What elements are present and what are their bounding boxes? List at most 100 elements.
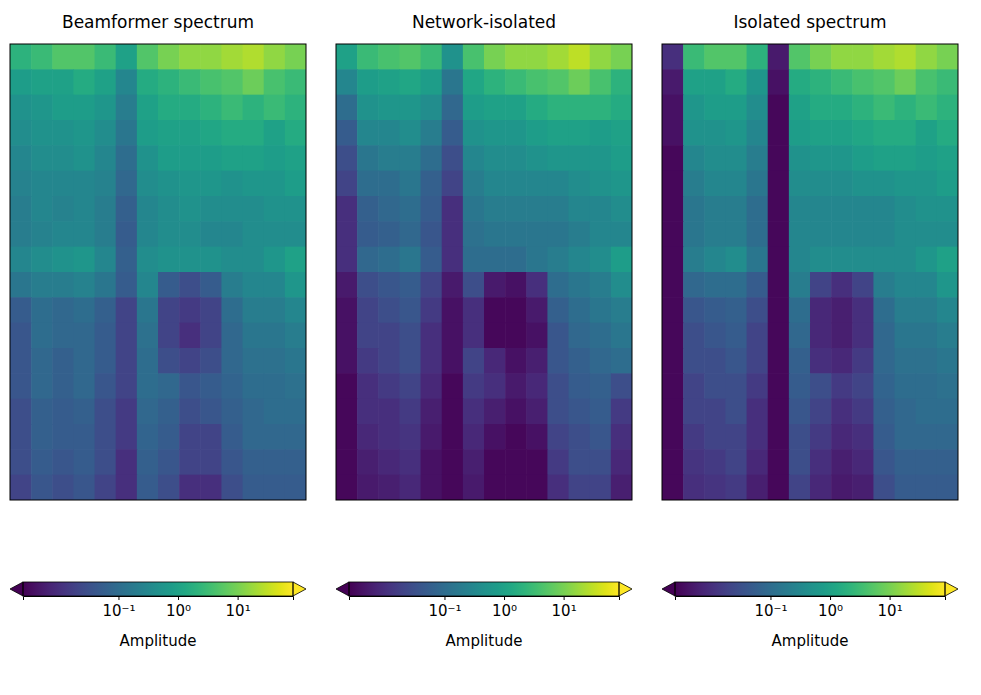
heatmap-cell <box>662 399 684 425</box>
heatmap-cell <box>95 424 117 450</box>
heatmap-cell <box>200 323 222 349</box>
colorbar-axis: 10⁻¹10⁰10¹ <box>350 596 620 620</box>
heatmap-cell <box>357 69 379 95</box>
colorbar-axis: 10⁻¹10⁰10¹ <box>24 596 294 620</box>
heatmap-cell <box>336 272 358 298</box>
panel-title: Beamformer spectrum <box>62 12 254 32</box>
heatmap-cell <box>725 69 747 95</box>
heatmap-cell <box>505 221 527 247</box>
heatmap-cell <box>611 323 632 349</box>
heatmap-cell <box>895 196 917 222</box>
heatmap-cell <box>336 424 358 450</box>
heatmap-cell <box>831 120 853 146</box>
heatmap-cell <box>285 120 306 146</box>
heatmap-cell <box>243 399 265 425</box>
heatmap-cell <box>264 399 286 425</box>
heatmap-cell <box>158 44 180 70</box>
heatmap-cell <box>547 323 569 349</box>
heatmap-cell <box>683 95 705 121</box>
heatmap-cell <box>221 247 243 273</box>
heatmap-cell <box>73 449 95 475</box>
heatmap-cell <box>747 449 769 475</box>
heatmap-cell <box>590 145 612 171</box>
heatmap-cell <box>285 272 306 298</box>
heatmap-cell <box>704 221 726 247</box>
heatmap-cell <box>52 44 74 70</box>
heatmap-cell <box>10 475 32 500</box>
heatmap-cell <box>916 399 938 425</box>
heatmap-cell <box>357 171 379 197</box>
heatmap-cell <box>747 373 769 399</box>
heatmap-cell <box>243 348 265 374</box>
heatmap-cell <box>116 323 138 349</box>
heatmap-cell <box>221 297 243 323</box>
heatmap-cell <box>852 120 874 146</box>
heatmap-cell <box>52 69 74 95</box>
heatmap-cell <box>611 120 632 146</box>
heatmap-cell <box>789 95 811 121</box>
heatmap-cell <box>137 323 159 349</box>
heatmap-cell <box>916 475 938 500</box>
heatmap-cell <box>704 44 726 70</box>
heatmap-cell <box>810 449 832 475</box>
heatmap-cell <box>200 399 222 425</box>
heatmap-cell <box>463 348 485 374</box>
heatmap-cell <box>937 120 958 146</box>
heatmap-cell <box>789 399 811 425</box>
colorbar-tick: 10⁻¹ <box>754 596 787 620</box>
heatmap-cell <box>831 348 853 374</box>
heatmap-cell <box>357 373 379 399</box>
heatmap-cell <box>852 348 874 374</box>
heatmap-cell <box>463 145 485 171</box>
heatmap-cell <box>831 196 853 222</box>
colorbar-tick-mark <box>564 596 565 600</box>
heatmap-cell <box>484 272 506 298</box>
heatmap-cell <box>73 145 95 171</box>
heatmap-cell <box>264 44 286 70</box>
heatmap-cell <box>611 221 632 247</box>
heatmap-cell <box>158 247 180 273</box>
heatmap-cell <box>590 247 612 273</box>
heatmap-cell <box>831 145 853 171</box>
heatmap-cell <box>357 449 379 475</box>
heatmap-cell <box>137 171 159 197</box>
heatmap-cell <box>937 272 958 298</box>
heatmap-cell <box>852 449 874 475</box>
heatmap-cell <box>179 196 201 222</box>
heatmap-cell <box>357 145 379 171</box>
heatmap-cell <box>442 196 464 222</box>
heatmap-cell <box>590 475 612 500</box>
heatmap-cell <box>116 44 138 70</box>
heatmap-cell <box>243 120 265 146</box>
heatmap-cells <box>336 44 632 500</box>
colorbar-extend-low <box>336 582 349 596</box>
heatmap-cell <box>179 247 201 273</box>
heatmap-cell <box>852 95 874 121</box>
heatmap-cell <box>116 297 138 323</box>
heatmap-cell <box>590 449 612 475</box>
heatmap-cell <box>683 272 705 298</box>
heatmap-cell <box>916 424 938 450</box>
colorbar-tick: 10⁰ <box>166 596 191 620</box>
heatmap-cell <box>137 120 159 146</box>
heatmap-cell <box>725 221 747 247</box>
heatmap-cell <box>852 69 874 95</box>
heatmap-cell <box>378 247 400 273</box>
colorbar-tick: 10⁰ <box>818 596 843 620</box>
heatmap-cell <box>243 475 265 500</box>
heatmap-cell <box>399 399 421 425</box>
heatmap-cell <box>95 247 117 273</box>
heatmap-cell <box>442 348 464 374</box>
heatmap-cell <box>725 196 747 222</box>
heatmap-cell <box>747 399 769 425</box>
heatmap-cell <box>895 120 917 146</box>
heatmap-cell <box>547 373 569 399</box>
heatmap-cell <box>916 69 938 95</box>
heatmap-cell <box>378 221 400 247</box>
heatmap-cell <box>789 120 811 146</box>
heatmap-cell <box>336 399 358 425</box>
colorbar-body <box>23 582 293 596</box>
heatmap-cell <box>463 44 485 70</box>
heatmap-cell <box>662 145 684 171</box>
heatmap-cell <box>895 348 917 374</box>
